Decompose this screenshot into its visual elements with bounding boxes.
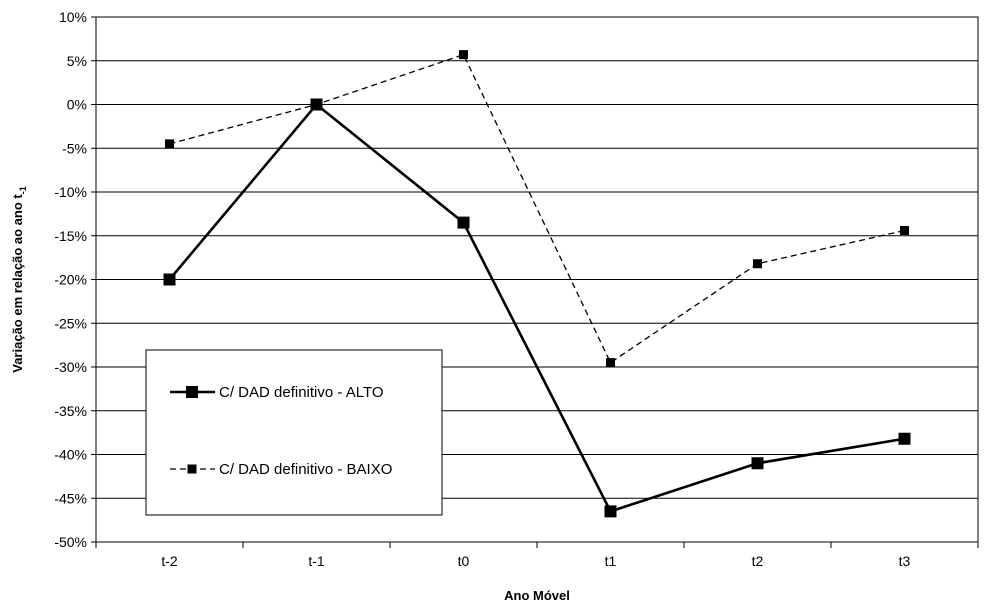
y-tick-label: -25% <box>54 315 87 331</box>
y-axis-ticks: 10% 5% 0% -5% -10% -15% -20% -25% -30% -35% -40% -4… <box>54 9 96 550</box>
legend-items: C/ DAD definitivo - ALTO C/ DAD definitiv… <box>170 384 392 478</box>
data-point <box>459 50 468 60</box>
x-tick-label: t2 <box>752 553 764 569</box>
x-tick-label: t1 <box>605 553 617 569</box>
data-point <box>604 505 617 518</box>
data-point <box>163 273 176 286</box>
y-axis-title-main: Variação em relação ao ano t <box>10 194 25 373</box>
x-tick-label: t0 <box>458 553 470 569</box>
y-tick-label: -20% <box>54 272 87 288</box>
y-tick-label: 10% <box>59 9 87 25</box>
data-point <box>165 139 174 149</box>
legend-item: C/ DAD definitivo - ALTO <box>170 384 384 401</box>
y-tick-label: 0% <box>67 97 87 113</box>
series-line <box>169 53 905 364</box>
data-point <box>606 358 615 368</box>
series-1 <box>165 50 909 368</box>
x-tick-label: t-1 <box>308 553 325 569</box>
y-axis-title: Variação em relação ao ano t-1 <box>10 186 28 373</box>
x-axis-ticks: t-2 t-1 t0 t1 t2 t3 <box>95 542 979 569</box>
data-point <box>900 226 909 235</box>
series-line <box>168 102 905 513</box>
data-point <box>751 457 764 470</box>
y-tick-label: -15% <box>54 228 87 244</box>
y-tick-label: -5% <box>62 140 87 156</box>
legend-marker <box>187 464 197 474</box>
x-tick-label: t3 <box>899 553 911 569</box>
legend-box <box>145 349 443 516</box>
x-axis-title: Ano Móvel <box>504 588 570 603</box>
y-tick-label: -50% <box>54 534 87 550</box>
y-tick-label: -45% <box>54 490 87 506</box>
y-axis-title-subscript: -1 <box>18 186 28 194</box>
x-tick-label: t-2 <box>161 553 178 569</box>
series-lines <box>163 50 911 518</box>
legend-label: C/ DAD definitivo - ALTO <box>219 384 384 401</box>
legend-label: C/ DAD definitivo - BAIXO <box>219 461 392 478</box>
y-tick-label: -30% <box>54 359 87 375</box>
legend-item: C/ DAD definitivo - BAIXO <box>170 461 392 478</box>
data-point <box>457 216 470 229</box>
legend: C/ DAD definitivo - ALTO C/ DAD definitiv… <box>145 349 443 516</box>
y-tick-label: 5% <box>67 53 87 69</box>
data-point <box>753 259 762 269</box>
data-point <box>898 432 911 445</box>
y-tick-label: -35% <box>54 403 87 419</box>
y-tick-label: -40% <box>54 447 87 463</box>
y-tick-label: -10% <box>54 184 87 200</box>
data-point <box>312 100 321 109</box>
legend-marker <box>186 386 198 398</box>
